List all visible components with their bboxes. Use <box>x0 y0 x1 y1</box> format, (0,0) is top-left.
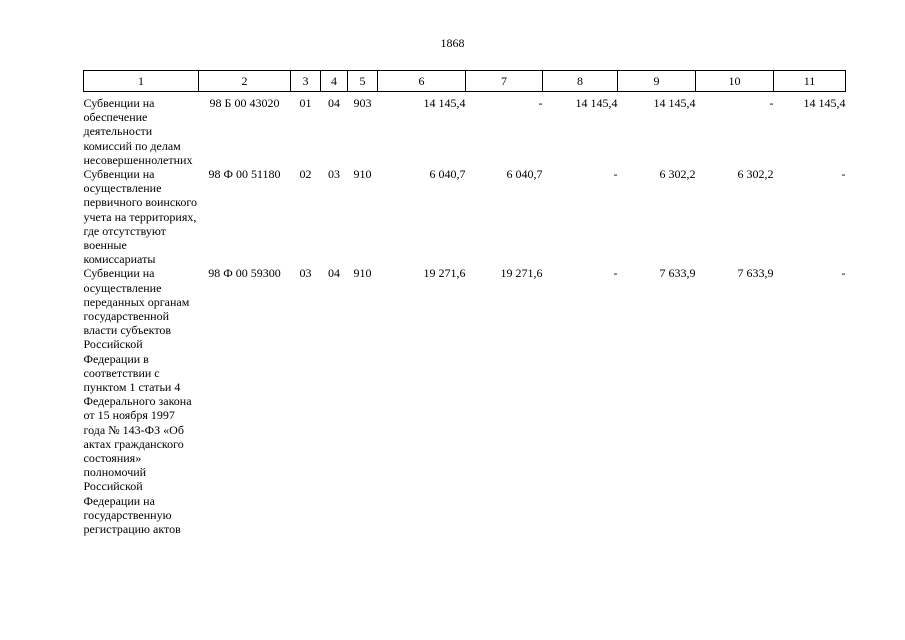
amount-cell: 6 040,7 <box>506 167 543 182</box>
column-header-9: 9 <box>617 70 696 92</box>
amount-cell: - <box>613 266 618 281</box>
column-header-5: 5 <box>347 70 378 92</box>
amount-cell: 6 302,2 <box>737 167 774 182</box>
value-cell: 04 <box>328 96 340 110</box>
amount-cell: 6 040,7 <box>429 167 466 182</box>
header-row: 1 2 3 4 5 6 7 8 9 10 11 <box>83 70 846 92</box>
value-cell: 04 <box>328 266 340 281</box>
amount-cell: 7 633,9 <box>659 266 696 281</box>
column-header-8: 8 <box>542 70 618 92</box>
table-row: Субвенции на обеспечение деятельности ко… <box>84 92 846 168</box>
budget-table: 1 2 3 4 5 6 7 8 9 10 11 Субвенции на обе… <box>83 70 846 536</box>
value-cell: 03 <box>328 167 340 182</box>
column-header-6: 6 <box>377 70 466 92</box>
table-row: Субвенции на осуществление переданных ор… <box>84 266 846 536</box>
value-cell: 910 <box>353 266 372 281</box>
amount-cell: 6 302,2 <box>659 167 696 182</box>
amount-cell: - <box>841 167 846 182</box>
value-cell: 03 <box>299 266 312 281</box>
column-header-4: 4 <box>320 70 348 92</box>
column-header-11: 11 <box>773 70 846 92</box>
amount-cell: 7 633,9 <box>737 266 774 281</box>
column-header-3: 3 <box>290 70 321 92</box>
amount-cell: 19 271,6 <box>500 266 543 281</box>
column-header-1: 1 <box>83 70 199 92</box>
table-row: Субвенции на осуществление первичного во… <box>84 167 846 266</box>
amount-cell: 14 145,4 <box>803 96 846 110</box>
amount-cell: - <box>538 96 543 110</box>
name-cell: Субвенции на обеспечение деятельности ко… <box>83 96 193 167</box>
value-cell: 01 <box>299 96 312 110</box>
page-number: 1868 <box>440 36 465 50</box>
value-cell: 02 <box>299 167 312 182</box>
code-cell: 98 Ф 00 59300 <box>208 266 281 281</box>
code-cell: 98 Ф 00 51180 <box>208 167 281 182</box>
column-header-10: 10 <box>695 70 774 92</box>
code-cell: 98 Б 00 43020 <box>209 96 280 110</box>
name-cell: Субвенции на осуществление переданных ор… <box>83 266 192 537</box>
value-cell: 910 <box>353 167 372 182</box>
value-cell: 903 <box>353 96 372 110</box>
column-header-7: 7 <box>465 70 543 92</box>
amount-cell: 14 145,4 <box>575 96 618 110</box>
amount-cell: 14 145,4 <box>653 96 696 110</box>
amount-cell: - <box>613 167 618 182</box>
amount-cell: - <box>769 96 774 110</box>
column-header-2: 2 <box>198 70 291 92</box>
name-cell: Субвенции на осуществление первичного во… <box>83 167 198 267</box>
amount-cell: 19 271,6 <box>423 266 466 281</box>
amount-cell: - <box>841 266 846 281</box>
amount-cell: 14 145,4 <box>423 96 466 110</box>
